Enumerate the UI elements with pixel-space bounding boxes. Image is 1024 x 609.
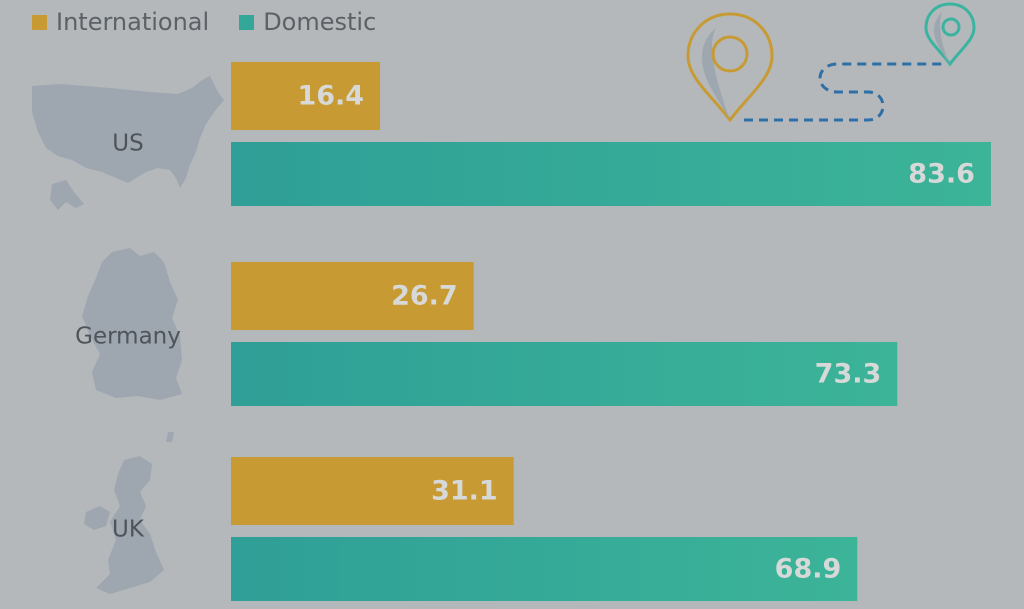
data-label-international-us: 16.4	[297, 81, 364, 112]
uk-map-icon	[96, 456, 164, 594]
bar-international-uk	[231, 457, 514, 525]
legend-item-international: International	[32, 8, 209, 36]
category-label-uk: UK	[112, 517, 145, 543]
alaska-map-icon	[50, 180, 84, 210]
legend-label-domestic: Domestic	[263, 8, 377, 36]
uk-island-icon	[166, 432, 174, 442]
ireland-map-icon	[84, 506, 110, 530]
germany-map-icon	[82, 248, 182, 400]
data-label-domestic-uk: 68.9	[775, 554, 842, 585]
legend-swatch-international	[32, 14, 47, 30]
legend-label-international: International	[56, 8, 210, 36]
legend-swatch-domestic	[239, 14, 255, 30]
route-path	[744, 62, 944, 122]
bar-domestic-us	[231, 142, 991, 206]
us-map-icon	[32, 76, 224, 188]
bar-domestic-uk	[231, 537, 858, 601]
location-pin-large-icon	[686, 12, 774, 123]
data-label-domestic-us: 83.6	[908, 159, 975, 190]
legend-item-domestic: Domestic	[239, 8, 376, 36]
chart-marks: US 16.4 83.6 Germany 26.7 73.3 UK 31.1 68.9	[75, 62, 991, 601]
category-label-germany: Germany	[75, 324, 181, 350]
bar-international-us	[231, 62, 381, 130]
location-pin-small-icon	[924, 2, 976, 67]
category-label-us: US	[112, 131, 143, 157]
data-label-domestic-germany: 73.3	[815, 359, 882, 390]
bar-domestic-germany	[231, 342, 898, 406]
bar-international-germany	[231, 262, 474, 330]
legend: International Domestic	[32, 8, 398, 36]
data-label-international-germany: 26.7	[391, 281, 458, 312]
data-label-international-uk: 31.1	[431, 476, 498, 507]
